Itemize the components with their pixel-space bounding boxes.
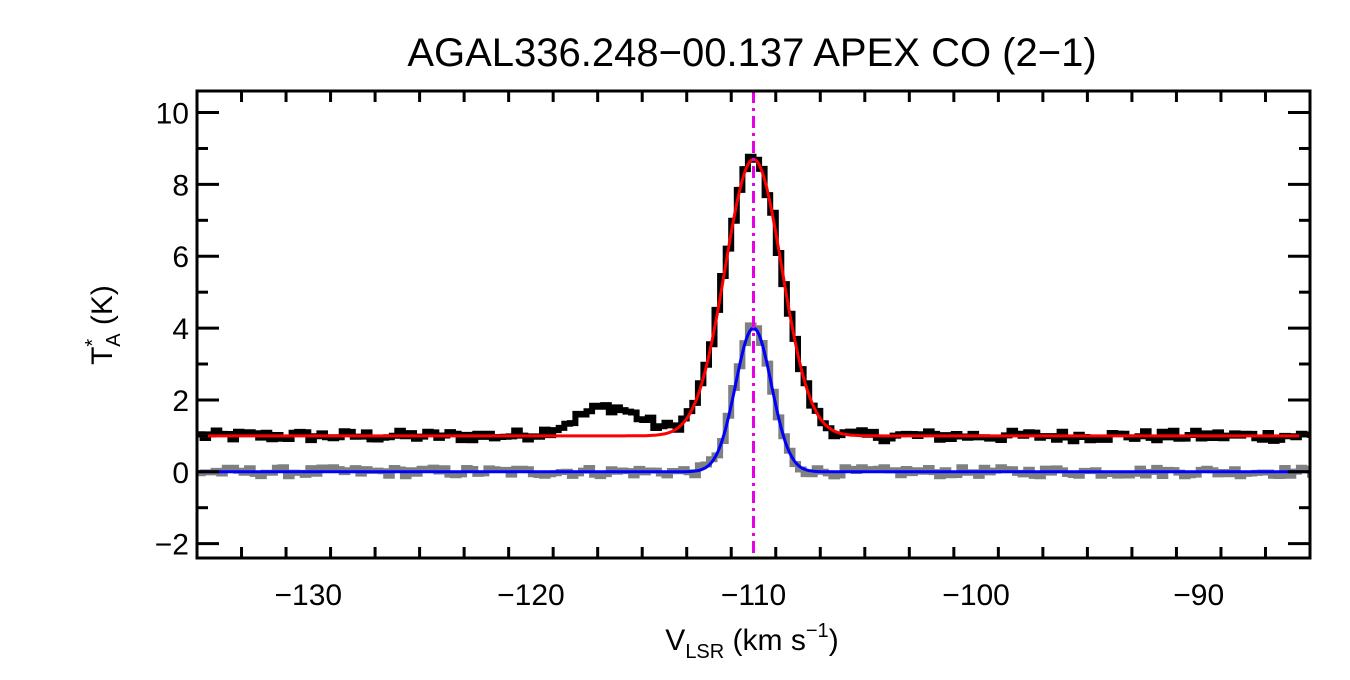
plot-frame <box>195 89 1312 560</box>
spectrum-histogram-0 <box>197 153 1310 445</box>
x-tick-label: −130 <box>275 579 343 612</box>
axis-ticks <box>195 91 1312 558</box>
x-tick-label: −100 <box>942 579 1010 612</box>
y-tick-label: 6 <box>172 241 189 274</box>
x-tick-label: −110 <box>721 579 786 612</box>
y-tick-label: −2 <box>155 529 189 562</box>
tick-labels: −130 −120 −110 −100 −90 −2 0 2 4 6 8 10 <box>155 98 1224 612</box>
y-tick-label: 8 <box>172 169 189 202</box>
y-tick-label: 0 <box>172 457 189 490</box>
y-tick-label: 4 <box>172 313 189 346</box>
spectrum-histogram-1 <box>197 322 1310 480</box>
y-tick-label: 10 <box>156 98 189 131</box>
series-layer <box>197 153 1310 480</box>
y-axis-label: T*A (K) <box>82 285 125 365</box>
y-tick-label: 2 <box>172 385 189 418</box>
x-axis-label: VLSR (km s−1) <box>665 620 838 663</box>
gaussian-fit-3 <box>197 326 1310 474</box>
chart-title: AGAL336.248−00.137 APEX CO (2−1) <box>407 31 1096 75</box>
x-tick-label: −120 <box>497 579 565 612</box>
x-tick-label: −90 <box>1173 579 1224 612</box>
